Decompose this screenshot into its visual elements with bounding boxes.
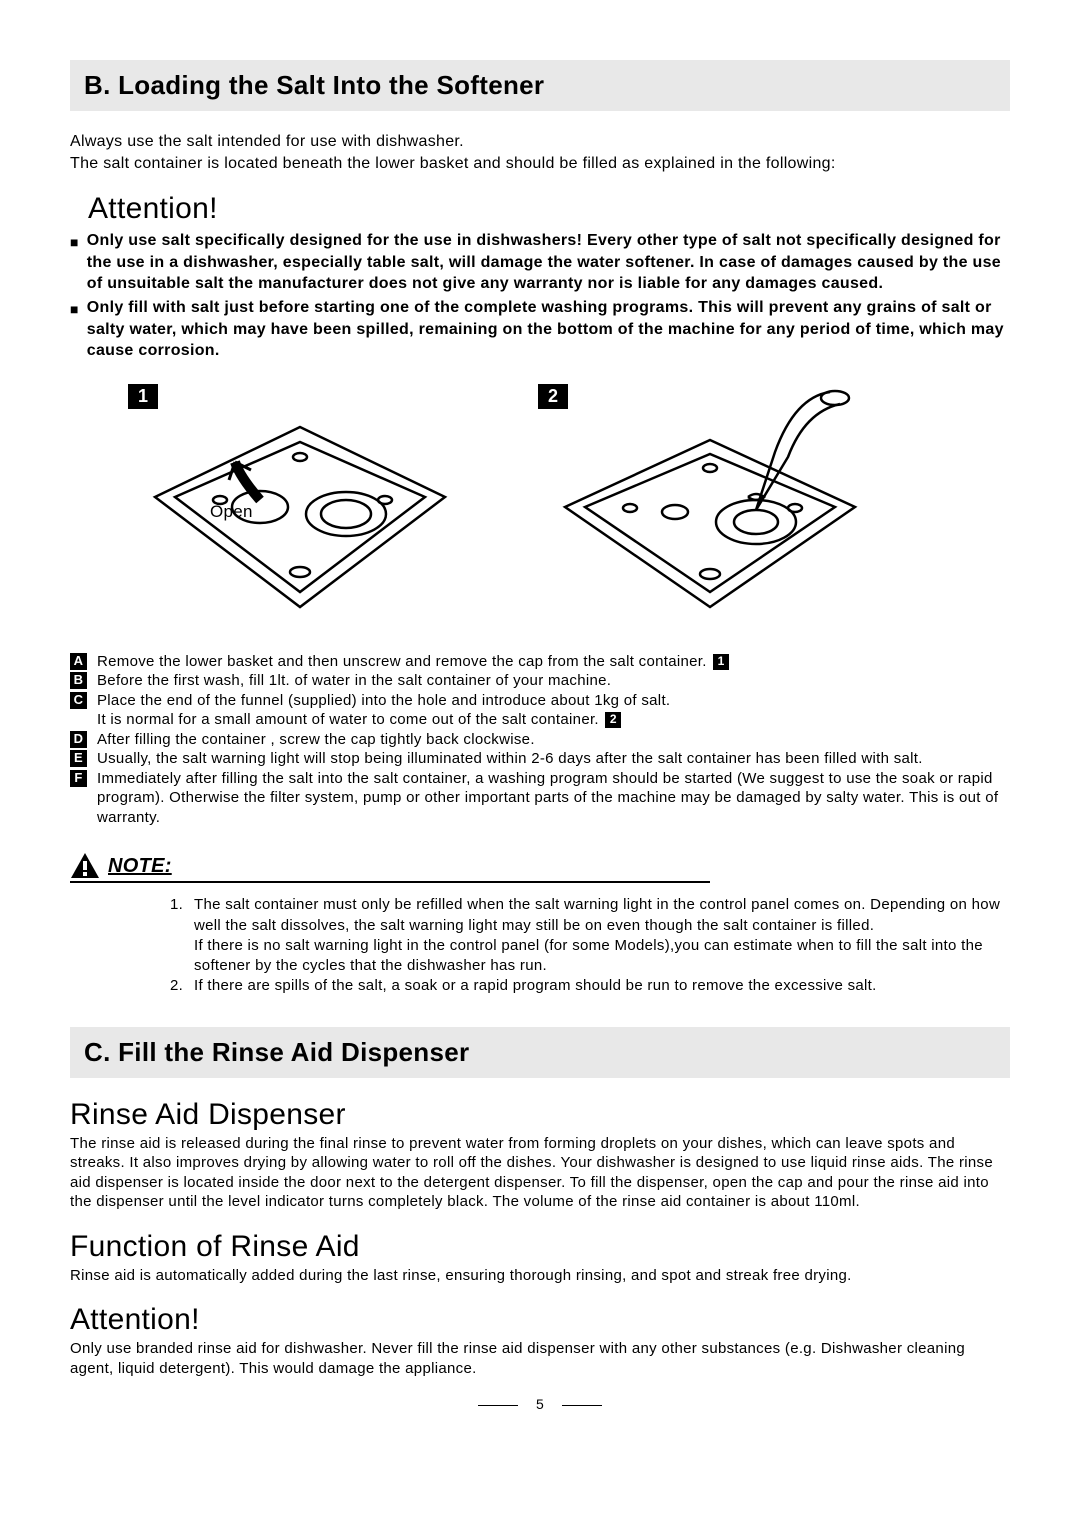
figures-row: 1 Open 2 bbox=[110, 382, 1010, 622]
note-text: If there are spills of the salt, a soak … bbox=[194, 976, 877, 996]
step-list: A Remove the lower basket and then unscr… bbox=[70, 652, 1010, 828]
step-text: Remove the lower basket and then unscrew… bbox=[97, 652, 1010, 672]
bullet-item: ■ Only use salt specifically designed fo… bbox=[70, 230, 1010, 295]
step-letter-a: A bbox=[70, 653, 87, 670]
step-letter-c: C bbox=[70, 692, 87, 709]
function-heading: Function of Rinse Aid bbox=[70, 1230, 1010, 1264]
step-row: C Place the end of the funnel (supplied)… bbox=[70, 691, 1010, 730]
step-letter-b: B bbox=[70, 672, 87, 689]
figure-2-label: 2 bbox=[538, 384, 568, 409]
note-text: The salt container must only be refilled… bbox=[194, 895, 1010, 976]
note-item: 2. If there are spills of the salt, a so… bbox=[170, 976, 1010, 996]
figure-1-illustration: Open bbox=[110, 382, 480, 622]
figure-1-label: 1 bbox=[128, 384, 158, 409]
rinse-aid-body: The rinse aid is released during the fin… bbox=[70, 1134, 1010, 1212]
step-row: E Usually, the salt warning light will s… bbox=[70, 749, 1010, 769]
note-number: 1. bbox=[170, 895, 188, 976]
step-text: After filling the container , screw the … bbox=[97, 730, 1010, 750]
intro-line-1: Always use the salt intended for use wit… bbox=[70, 133, 464, 150]
page-number: 5 bbox=[70, 1396, 1010, 1412]
step-row: B Before the first wash, fill 1lt. of wa… bbox=[70, 671, 1010, 691]
step-row: D After filling the container , screw th… bbox=[70, 730, 1010, 750]
step-text: Before the first wash, fill 1lt. of wate… bbox=[97, 671, 1010, 691]
section-c-header: C. Fill the Rinse Aid Dispenser bbox=[70, 1027, 1010, 1078]
square-bullet-icon: ■ bbox=[70, 230, 79, 295]
figure-1: 1 Open bbox=[110, 382, 480, 622]
square-bullet-icon: ■ bbox=[70, 297, 79, 362]
open-label: Open bbox=[210, 502, 253, 521]
bullet-text: Only use salt specifically designed for … bbox=[87, 230, 1010, 295]
note-item: 1. The salt container must only be refil… bbox=[170, 895, 1010, 976]
step-letter-f: F bbox=[70, 770, 87, 787]
step-row: A Remove the lower basket and then unscr… bbox=[70, 652, 1010, 672]
step-letter-d: D bbox=[70, 731, 87, 748]
inline-fig-2-icon: 2 bbox=[605, 712, 621, 728]
warning-triangle-icon bbox=[70, 852, 100, 880]
note-number: 2. bbox=[170, 976, 188, 996]
step-text: Immediately after filling the salt into … bbox=[97, 769, 1010, 828]
attention-heading: Attention! bbox=[88, 192, 1010, 226]
section-b-header: B. Loading the Salt Into the Softener bbox=[70, 60, 1010, 111]
figure-2: 2 bbox=[520, 382, 890, 622]
step-text: Usually, the salt warning light will sto… bbox=[97, 749, 1010, 769]
section-b-intro: Always use the salt intended for use wit… bbox=[70, 131, 1010, 174]
attention-c-body: Only use branded rinse aid for dishwashe… bbox=[70, 1339, 1010, 1378]
attention-bullets: ■ Only use salt specifically designed fo… bbox=[70, 230, 1010, 362]
inline-fig-1-icon: 1 bbox=[713, 654, 729, 670]
function-body: Rinse aid is automatically added during … bbox=[70, 1266, 1010, 1286]
intro-line-2: The salt container is located beneath th… bbox=[70, 155, 836, 172]
note-header: NOTE: bbox=[70, 852, 710, 883]
rinse-aid-heading: Rinse Aid Dispenser bbox=[70, 1098, 1010, 1132]
figure-2-illustration bbox=[520, 382, 890, 622]
bullet-item: ■ Only fill with salt just before starti… bbox=[70, 297, 1010, 362]
step-letter-e: E bbox=[70, 750, 87, 767]
step-text: Place the end of the funnel (supplied) i… bbox=[97, 691, 1010, 730]
note-title: NOTE: bbox=[108, 855, 172, 878]
bullet-text: Only fill with salt just before starting… bbox=[87, 297, 1010, 362]
step-row: F Immediately after filling the salt int… bbox=[70, 769, 1010, 828]
note-list: 1. The salt container must only be refil… bbox=[170, 895, 1010, 996]
attention-c-heading: Attention! bbox=[70, 1303, 1010, 1337]
